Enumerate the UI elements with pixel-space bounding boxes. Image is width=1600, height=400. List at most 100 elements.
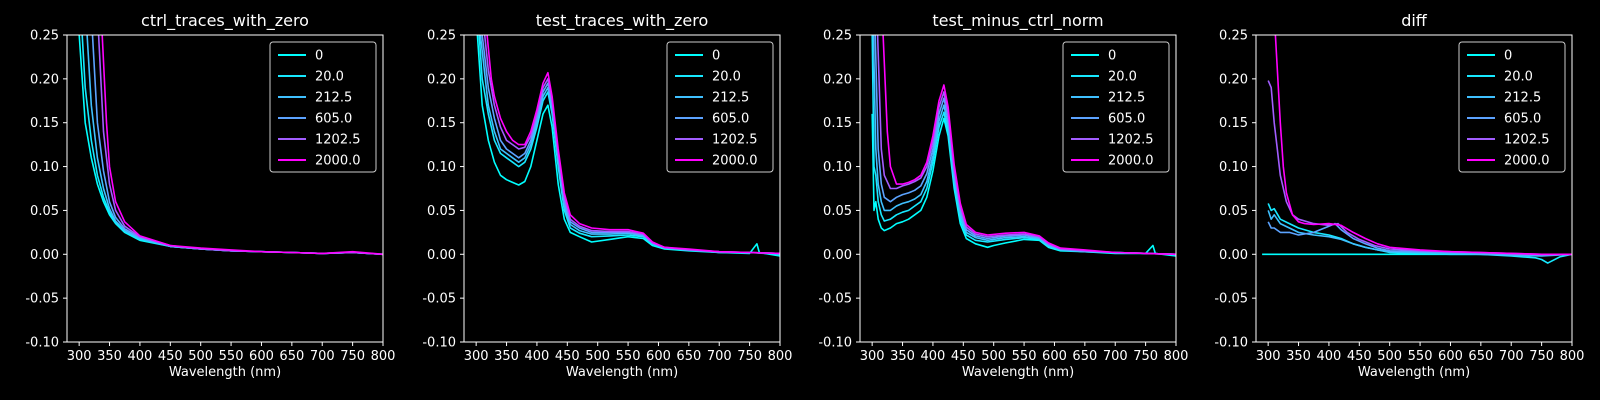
x-tick-label: 500 <box>1377 349 1402 364</box>
legend-label: 20.0 <box>1504 70 1533 85</box>
x-tick-label: 750 <box>1133 349 1158 364</box>
x-tick-label: 450 <box>951 349 976 364</box>
chart-title: test_traces_with_zero <box>536 11 709 31</box>
series-line-6 <box>882 35 1176 256</box>
series-line-4 <box>1267 221 1572 256</box>
axes-frame <box>859 34 1177 343</box>
x-tick-label: 700 <box>1103 349 1128 364</box>
x-axis-label: Wavelength (nm) <box>962 365 1074 380</box>
x-tick-label: 400 <box>921 349 946 364</box>
y-tick-label: 0.00 <box>1219 248 1248 263</box>
chart-panel-1: 300 350 400 450 500 550 600 650 700 750 800 -0.10 -0… <box>25 11 395 380</box>
legend-label: 212.5 <box>712 91 749 106</box>
y-tick-label: 0.00 <box>427 248 456 263</box>
legend-label: 0 <box>315 49 323 64</box>
y-tick-label: 0.15 <box>823 116 852 131</box>
axes-frame <box>463 34 781 343</box>
x-tick-label: 800 <box>1560 349 1585 364</box>
y-tick-label: 0.10 <box>30 160 59 175</box>
y-tick-label: -0.05 <box>818 292 852 307</box>
x-tick-label: 300 <box>860 349 885 364</box>
series-line-6 <box>1274 35 1572 256</box>
y-tick-label: 0.20 <box>30 72 59 87</box>
x-tick-label: 650 <box>676 349 701 364</box>
chart-panel-2: 300 350 400 450 500 550 600 650 700 750 800 -0.10 -0… <box>422 11 792 380</box>
axes-frame <box>1255 34 1573 343</box>
x-tick-label: 500 <box>188 349 213 364</box>
x-tick-label: 500 <box>585 349 610 364</box>
y-tick-label: 0.15 <box>427 116 456 131</box>
legend-label: 605.0 <box>712 112 749 127</box>
legend-label: 605.0 <box>1504 112 1541 127</box>
series-group <box>476 35 780 257</box>
y-tick-label: 0.10 <box>823 160 852 175</box>
series-line-3 <box>1267 210 1572 257</box>
y-tick-label: 0.20 <box>1219 72 1248 87</box>
x-tick-label: 450 <box>158 349 183 364</box>
x-tick-label: 700 <box>310 349 335 364</box>
series-group <box>78 35 383 256</box>
x-tick-label: 700 <box>707 349 732 364</box>
x-tick-label: 750 <box>737 349 762 364</box>
series-line-6 <box>486 35 780 255</box>
y-tick-label: 0.00 <box>30 248 59 263</box>
x-tick-label: 650 <box>279 349 304 364</box>
x-tick-label: 750 <box>340 349 365 364</box>
legend-label: 20.0 <box>712 70 741 85</box>
x-tick-label: 550 <box>616 349 641 364</box>
legend-label: 0 <box>1504 49 1512 64</box>
chart-title: diff <box>1401 11 1428 30</box>
chart-title: test_minus_ctrl_norm <box>932 11 1103 31</box>
y-tick-label: 0.10 <box>1219 160 1248 175</box>
legend-label: 0 <box>712 49 720 64</box>
x-tick-label: 750 <box>1529 349 1554 364</box>
y-tick-label: 0.25 <box>823 29 852 44</box>
series-line-2 <box>871 35 1176 256</box>
x-tick-label: 800 <box>1164 349 1189 364</box>
x-tick-label: 300 <box>67 349 92 364</box>
x-tick-label: 500 <box>981 349 1006 364</box>
x-tick-label: 550 <box>1012 349 1037 364</box>
x-tick-label: 550 <box>219 349 244 364</box>
legend: 0 20.0 212.5 605.0 1202.5 2000.0 <box>1062 41 1170 173</box>
series-line-6 <box>101 35 383 256</box>
x-axis-label: Wavelength (nm) <box>169 365 281 380</box>
y-tick-label: 0.15 <box>1219 116 1248 131</box>
y-tick-label: 0.05 <box>823 204 852 219</box>
x-tick-label: 800 <box>371 349 396 364</box>
y-tick-label: 0.20 <box>823 72 852 87</box>
y-tick-label: -0.05 <box>422 292 456 307</box>
y-tick-label: 0.25 <box>427 29 456 44</box>
legend: 0 20.0 212.5 605.0 1202.5 2000.0 <box>666 41 774 173</box>
x-tick-label: 400 <box>1317 349 1342 364</box>
x-tick-label: 350 <box>890 349 915 364</box>
legend-label: 2000.0 <box>1108 154 1154 169</box>
legend-label: 212.5 <box>1108 91 1145 106</box>
legend-label: 2000.0 <box>315 154 361 169</box>
x-axis-label: Wavelength (nm) <box>1358 365 1470 380</box>
legend-label: 1202.5 <box>1504 133 1550 148</box>
y-tick-label: -0.10 <box>818 336 852 351</box>
legend-label: 212.5 <box>1504 91 1541 106</box>
legend-label: 20.0 <box>315 70 344 85</box>
y-tick-label: 0.00 <box>823 248 852 263</box>
y-tick-label: 0.05 <box>1219 204 1248 219</box>
legend-label: 0 <box>1108 49 1116 64</box>
x-tick-label: 300 <box>1256 349 1281 364</box>
x-tick-label: 400 <box>128 349 153 364</box>
legend: 0 20.0 212.5 605.0 1202.5 2000.0 <box>269 41 377 173</box>
chart-panel-3: 300 350 400 450 500 550 600 650 700 750 800 -0.10 -0… <box>818 11 1188 380</box>
x-tick-label: 650 <box>1072 349 1097 364</box>
axes-frame <box>66 34 384 343</box>
series-line-3 <box>872 35 1176 256</box>
y-tick-label: 0.05 <box>427 204 456 219</box>
y-tick-label: -0.10 <box>1214 336 1248 351</box>
x-tick-label: 450 <box>1347 349 1372 364</box>
y-tick-label: 0.05 <box>30 204 59 219</box>
x-tick-label: 300 <box>464 349 489 364</box>
x-tick-label: 600 <box>646 349 671 364</box>
legend-label: 1202.5 <box>1108 133 1154 148</box>
y-tick-label: -0.10 <box>25 336 59 351</box>
x-tick-label: 700 <box>1499 349 1524 364</box>
